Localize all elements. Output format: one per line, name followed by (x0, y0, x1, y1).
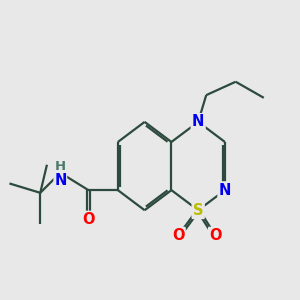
Text: S: S (193, 203, 203, 218)
Text: O: O (172, 228, 184, 243)
Text: N: N (219, 183, 231, 198)
Text: N: N (192, 114, 204, 129)
Text: H: H (55, 160, 66, 173)
Text: O: O (82, 212, 95, 227)
Text: O: O (209, 228, 222, 243)
Text: N: N (54, 173, 67, 188)
